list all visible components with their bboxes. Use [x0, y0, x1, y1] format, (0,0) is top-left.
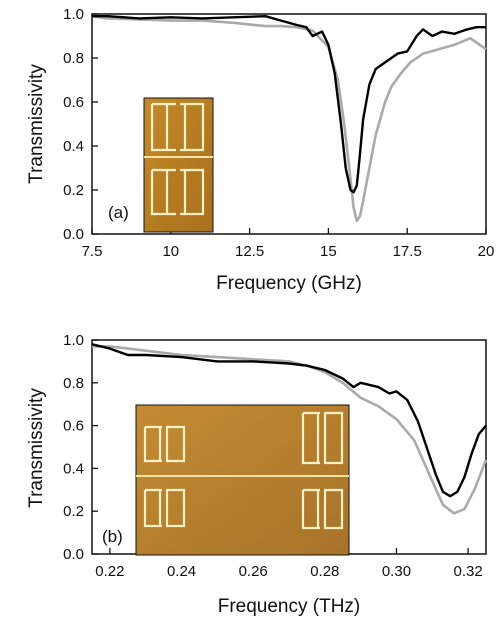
- x-ticks-b: 0.22 0.24 0.26 0.28 0.30 0.32: [95, 548, 483, 580]
- x-tick-label: 10: [162, 243, 179, 260]
- x-tick-label: 17.5: [393, 243, 422, 260]
- y-tick-label: 0.0: [63, 226, 84, 243]
- x-tick-label: 7.5: [82, 243, 103, 260]
- x-tick-label: 0.22: [95, 563, 124, 580]
- y-tick-label: 0.0: [63, 546, 84, 563]
- x-axis-label-a: Frequency (GHz): [216, 273, 362, 294]
- chart-panel-b: 0.22 0.24 0.26 0.28 0.30 0.32 0.0 0.2 0.4 0.6 0.8…: [26, 332, 488, 617]
- y-axis-label-b: Transmissivity: [26, 388, 47, 508]
- x-axis-label-b: Frequency (THz): [218, 596, 361, 617]
- x-tick-label: 15: [320, 243, 337, 260]
- x-tick-label: 0.32: [453, 563, 482, 580]
- black-series-line: [92, 15, 486, 194]
- y-tick-label: 0.8: [63, 50, 84, 67]
- y-tick-label: 1.0: [63, 6, 84, 23]
- y-tick-label: 0.4: [63, 460, 84, 477]
- x-tick-label: 0.26: [239, 563, 268, 580]
- series-a: [91, 14, 487, 223]
- y-tick-label: 0.6: [63, 418, 84, 435]
- y-tick-label: 0.2: [63, 182, 84, 199]
- inset-photo-a: [143, 97, 214, 233]
- gray-series-line: [92, 345, 488, 515]
- panel-label-b: (b): [102, 527, 123, 546]
- y-tick-label: 0.8: [63, 375, 84, 392]
- x-tick-label: 0.24: [167, 563, 196, 580]
- y-tick-label: 0.4: [63, 138, 84, 155]
- panel-label-a: (a): [108, 203, 129, 222]
- y-tick-label: 0.6: [63, 94, 84, 111]
- black-series-line: [91, 343, 487, 498]
- gray-series-line: [91, 14, 487, 223]
- x-tick-label: 12.5: [235, 243, 264, 260]
- y-tick-label: 1.0: [63, 332, 84, 349]
- y-axis-label-a: Transmissivity: [26, 64, 47, 184]
- y-ticks-b: 0.0 0.2 0.4 0.6 0.8 1.0: [63, 332, 98, 563]
- x-ticks-a: 7.5 10 12.5 15 17.5 20: [82, 228, 495, 260]
- chart-panel-a: 7.5 10 12.5 15 17.5 20 0.0 0.2 0.4 0.6 0.8 1.0 (a)…: [26, 6, 494, 294]
- y-tick-label: 0.2: [63, 503, 84, 520]
- y-ticks-a: 0.0 0.2 0.4 0.6 0.8 1.0: [63, 6, 98, 243]
- x-tick-label: 20: [478, 243, 495, 260]
- plot-frame-a: [91, 13, 487, 235]
- x-tick-label: 0.30: [382, 563, 411, 580]
- series-b: [91, 343, 488, 515]
- x-tick-label: 0.28: [310, 563, 339, 580]
- inset-photo-b: [135, 404, 350, 556]
